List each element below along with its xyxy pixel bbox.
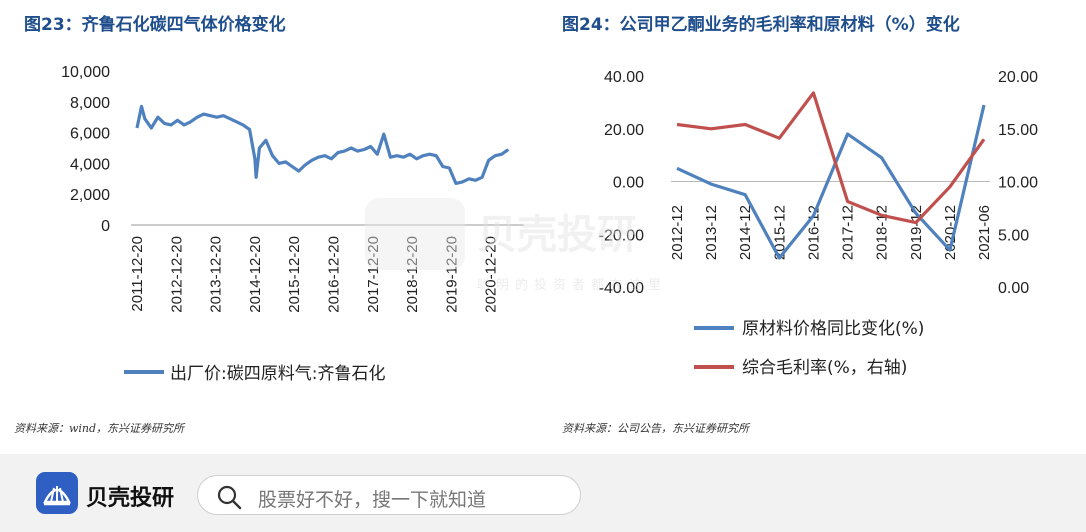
x-tick-label: 2016-12-20 xyxy=(326,236,343,313)
y-tick-label: 20.00 xyxy=(604,122,644,139)
source-note-right: 资料来源：公司公告，东兴证券研究所 xyxy=(562,422,749,435)
x-tick-label: 2017-12 xyxy=(840,205,857,260)
brand-name[interactable]: 贝壳投研 xyxy=(86,486,175,511)
y2-tick-label: 0.00 xyxy=(998,280,1029,297)
x-tick-label: 2020-12 xyxy=(942,205,959,260)
chart-title-right: 图24：公司甲乙酮业务的毛利率和原材料（%）变化 xyxy=(562,15,960,35)
chart-left: 10,000 8,000 6,000 4,000 2,000 0 2011-12-20 20… xyxy=(61,64,524,384)
x-tick-label: 2021-06 xyxy=(976,205,993,260)
y2-tick-label: 15.00 xyxy=(998,122,1038,139)
x-tick-label: 2020-12-20 xyxy=(483,236,500,313)
watermark-slogan: 聪明的投资者都在这里 xyxy=(477,278,668,293)
watermark-logo-icon xyxy=(365,198,465,270)
x-tick-label: 2019-12-20 xyxy=(443,236,460,313)
x-tick-label: 2015-12-20 xyxy=(286,236,303,313)
chart-right: 40.00 20.00 0.00 -20.00 -40.00 20.00 15.00 10.… xyxy=(599,69,1039,378)
search-icon xyxy=(216,484,242,515)
search-placeholder: 股票好不好，搜一下就知道 xyxy=(258,489,487,511)
x-tick-label: 2014-12 xyxy=(737,205,754,260)
legend-label-gross-margin: 综合毛利率(%，右轴) xyxy=(742,358,907,378)
x-tick-label: 2013-12-20 xyxy=(208,236,225,313)
y-tick-label: 10,000 xyxy=(61,64,110,81)
y-tick-label: 8,000 xyxy=(70,95,110,112)
chart-title-left: 图23：齐鲁石化碳四气体价格变化 xyxy=(24,15,286,35)
y2-tick-label: 20.00 xyxy=(998,69,1038,86)
series-line-gross-margin xyxy=(676,91,986,225)
y-tick-label: 6,000 xyxy=(70,126,110,143)
x-tick-label: 2014-12-20 xyxy=(247,236,264,313)
series-line-raw-material xyxy=(676,104,986,260)
watermark: 贝壳投研 聪明的投资者都在这里 xyxy=(365,198,665,298)
footer-bar: 贝壳投研 股票好不好，搜一下就知道 xyxy=(0,454,1086,532)
y-tick-label: 40.00 xyxy=(604,69,644,86)
legend-label-price: 出厂价:碳四原料气:齐鲁石化 xyxy=(170,364,385,384)
x-tick-label: 2012-12-20 xyxy=(168,236,185,313)
x-tick-label: 2012-12 xyxy=(669,205,686,260)
x-tick-label: 2018-12-20 xyxy=(404,236,421,313)
watermark-name: 贝壳投研 xyxy=(477,212,637,258)
x-tick-label: 2018-12 xyxy=(874,205,891,260)
y-tick-label: 0.00 xyxy=(613,175,644,192)
x-tick-label: 2013-12 xyxy=(703,205,720,260)
y-tick-label: -40.00 xyxy=(599,280,644,297)
x-tick-label: 2017-12-20 xyxy=(365,236,382,313)
y-tick-label: 4,000 xyxy=(70,156,110,173)
y-tick-label: 2,000 xyxy=(70,187,110,204)
y2-tick-label: 10.00 xyxy=(998,175,1038,192)
source-note-left: 资料来源：wind，东兴证券研究所 xyxy=(14,422,185,435)
y-tick-label: 0 xyxy=(101,218,110,235)
y2-tick-label: 5.00 xyxy=(998,227,1029,244)
shell-logo-icon[interactable] xyxy=(36,472,78,514)
series-line-price xyxy=(135,104,510,185)
search-input[interactable]: 股票好不好，搜一下就知道 xyxy=(197,475,581,515)
x-tick-label: 2015-12 xyxy=(771,205,788,260)
legend-label-raw-material: 原材料价格同比变化(%) xyxy=(742,319,924,339)
x-tick-label: 2011-12-20 xyxy=(129,236,146,312)
y-tick-label: -20.00 xyxy=(599,227,644,244)
